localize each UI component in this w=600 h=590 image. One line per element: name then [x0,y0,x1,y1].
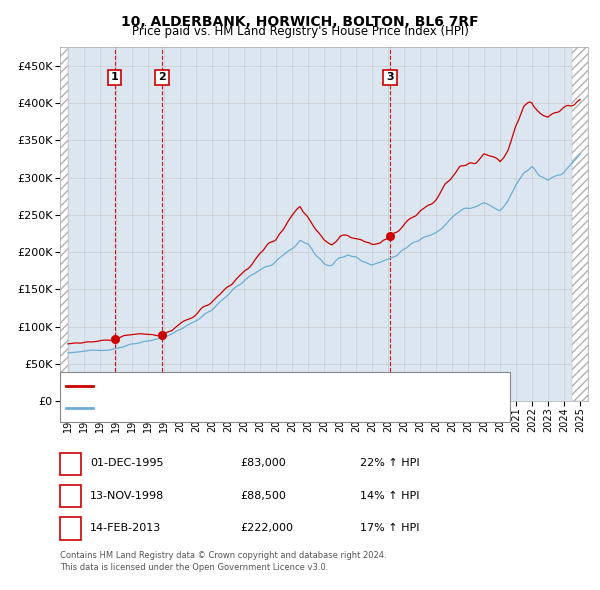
Text: 14-FEB-2013: 14-FEB-2013 [90,523,161,533]
Text: 3: 3 [67,523,74,533]
Text: 3: 3 [386,73,394,82]
Text: 22% ↑ HPI: 22% ↑ HPI [360,458,419,468]
Text: Contains HM Land Registry data © Crown copyright and database right 2024.: Contains HM Land Registry data © Crown c… [60,552,386,560]
Text: HPI: Average price, detached house, Bolton: HPI: Average price, detached house, Bolt… [99,403,325,413]
Text: £88,500: £88,500 [240,491,286,500]
Text: 14% ↑ HPI: 14% ↑ HPI [360,491,419,500]
Text: This data is licensed under the Open Government Licence v3.0.: This data is licensed under the Open Gov… [60,563,328,572]
Text: 01-DEC-1995: 01-DEC-1995 [90,458,163,468]
Text: 2: 2 [158,73,166,82]
Text: 1: 1 [111,73,119,82]
Text: 10, ALDERBANK, HORWICH, BOLTON, BL6 7RF (detached house): 10, ALDERBANK, HORWICH, BOLTON, BL6 7RF … [99,381,432,391]
Text: 10, ALDERBANK, HORWICH, BOLTON, BL6 7RF: 10, ALDERBANK, HORWICH, BOLTON, BL6 7RF [121,15,479,29]
Text: 13-NOV-1998: 13-NOV-1998 [90,491,164,500]
Text: £222,000: £222,000 [240,523,293,533]
Text: Price paid vs. HM Land Registry's House Price Index (HPI): Price paid vs. HM Land Registry's House … [131,25,469,38]
Text: 17% ↑ HPI: 17% ↑ HPI [360,523,419,533]
Text: £83,000: £83,000 [240,458,286,468]
Text: 1: 1 [67,458,74,468]
Text: 2: 2 [67,491,74,500]
